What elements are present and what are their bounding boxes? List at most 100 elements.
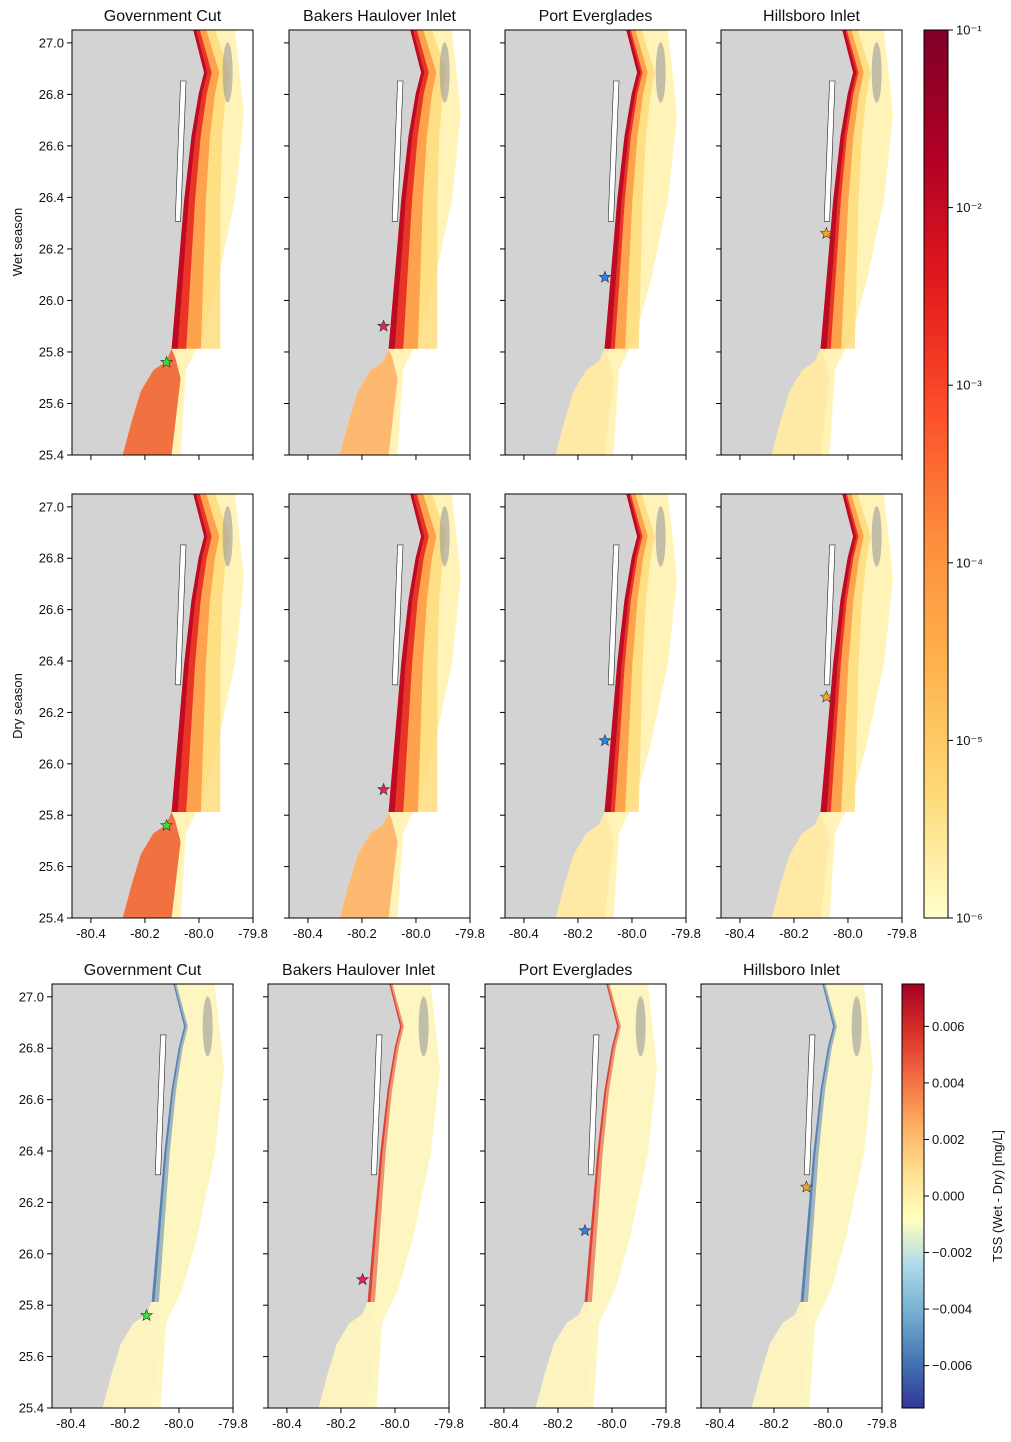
barrier-island [607, 544, 620, 686]
inlet-star [377, 319, 391, 332]
axes-frame [71, 29, 254, 456]
inlet-star [140, 1308, 154, 1321]
x-tick-label: -80.4 [509, 926, 539, 941]
shoal [655, 42, 666, 103]
map-panel: Government Cut 25.4 25.6 25.8 26.0 26.2 26.4 26… [39, 8, 254, 463]
x-tick-label: -80.4 [489, 1416, 519, 1431]
bay-field [535, 1302, 594, 1408]
panel-title: Bakers Haulover Inlet [282, 962, 436, 979]
y-tick-label: 27.0 [39, 499, 64, 514]
map-panel: Bakers Haulover Inlet [284, 8, 471, 460]
map-field [268, 984, 449, 1408]
plume [171, 30, 208, 349]
colorbar-tick-label: 10⁻⁴ [956, 555, 983, 570]
axes-frame [700, 983, 883, 1409]
x-tick-label: -80.2 [347, 926, 377, 941]
colorbar-tick-label: 10⁻¹ [956, 23, 982, 38]
panel-title: Bakers Haulover Inlet [303, 8, 457, 25]
barrier-island [370, 1034, 383, 1176]
land [701, 984, 834, 1408]
colorbar-tick-label: 10⁻⁶ [956, 911, 983, 926]
shoal [202, 996, 213, 1057]
bay-plume [555, 812, 614, 918]
plume [820, 30, 857, 349]
bay-plume [339, 348, 398, 455]
axes-frame [288, 493, 471, 919]
map-panel: -80.4 -80.2 -80.0 -79.8 [500, 493, 701, 941]
barrier-island [823, 544, 836, 686]
land [289, 494, 422, 918]
plume [820, 494, 857, 812]
colorbar-tick-label: −0.006 [932, 1358, 972, 1373]
colorbar-label: TSS (Wet - Dry) [mg/L] [990, 1130, 1005, 1262]
shoal [418, 996, 429, 1057]
inlet-star [819, 690, 833, 703]
x-tick-label: -80.2 [543, 1416, 573, 1431]
bay-field [751, 1302, 810, 1408]
y-tick-label: 25.6 [19, 1349, 44, 1364]
y-tick-label: 27.0 [19, 989, 44, 1004]
axes-frame [484, 983, 667, 1409]
axes-frame [267, 983, 450, 1409]
row-label: Wet season [10, 208, 25, 276]
y-tick-label: 25.4 [39, 448, 64, 463]
map-field [72, 30, 253, 455]
map-panel: -80.4 -80.2 -80.0 -79.8 25.4 25.6 25.8 26.0 26.2… [39, 493, 268, 941]
inlet-star [799, 1180, 813, 1193]
plume [367, 984, 402, 1302]
panel-title: Government Cut [104, 8, 222, 25]
shoal [635, 996, 646, 1057]
x-tick-label: -79.8 [651, 1416, 681, 1431]
x-tick-label: -80.4 [293, 926, 323, 941]
bay-plume [771, 812, 830, 918]
colorbar-tick-label: −0.002 [932, 1245, 972, 1260]
colorbar-tick-label: 10⁻³ [956, 378, 982, 393]
x-tick-label: -79.8 [455, 926, 485, 941]
x-tick-label: -79.8 [218, 1416, 248, 1431]
land [72, 30, 205, 455]
panel-title: Hillsboro Inlet [763, 8, 860, 25]
y-tick-label: 25.4 [39, 911, 64, 926]
y-tick-label: 26.4 [39, 190, 64, 205]
inlet-star [819, 226, 833, 239]
barrier-island [154, 1034, 167, 1176]
map-field [721, 30, 902, 455]
x-tick-label: -80.0 [164, 1416, 194, 1431]
axes-frame [504, 29, 687, 456]
y-tick-label: 26.4 [19, 1144, 44, 1159]
inlet-star [160, 355, 174, 368]
map-field [289, 30, 470, 455]
plume [584, 984, 619, 1302]
x-tick-label: -80.0 [380, 1416, 410, 1431]
y-tick-label: 25.8 [39, 808, 64, 823]
plume [171, 494, 208, 812]
axes-frame [720, 493, 903, 919]
barrier-island [803, 1034, 816, 1176]
y-tick-label: 26.6 [19, 1092, 44, 1107]
map-panel: -80.4 -80.2 -80.0 -79.8 [284, 493, 485, 941]
barrier-island [174, 544, 187, 686]
land [268, 984, 401, 1408]
x-tick-label: -80.2 [326, 1416, 356, 1431]
shoal [655, 506, 666, 567]
inlet-star [598, 270, 612, 283]
panel-title: Government Cut [84, 962, 202, 979]
y-tick-label: 25.8 [39, 344, 64, 359]
plume [151, 984, 186, 1302]
shoal [439, 506, 450, 567]
plume [388, 494, 425, 812]
bay-plume [555, 348, 614, 455]
x-tick-label: -79.8 [434, 1416, 464, 1431]
inlet-star [578, 1223, 592, 1237]
colorbar-tick-label: −0.004 [932, 1302, 972, 1317]
colorbar-tick-label: 0.006 [932, 1019, 965, 1034]
x-tick-label: -80.2 [779, 926, 809, 941]
inlet-star [356, 1272, 370, 1286]
x-tick-label: -80.4 [705, 1416, 735, 1431]
y-tick-label: 27.0 [39, 35, 64, 50]
x-tick-label: -80.0 [813, 1416, 843, 1431]
y-tick-label: 26.0 [19, 1246, 44, 1261]
barrier-island [823, 80, 836, 222]
map-field [72, 494, 253, 918]
map-panel: Government Cut -80.4 -80.2 -80.0 -79.8 25.4 25… [19, 962, 248, 1431]
